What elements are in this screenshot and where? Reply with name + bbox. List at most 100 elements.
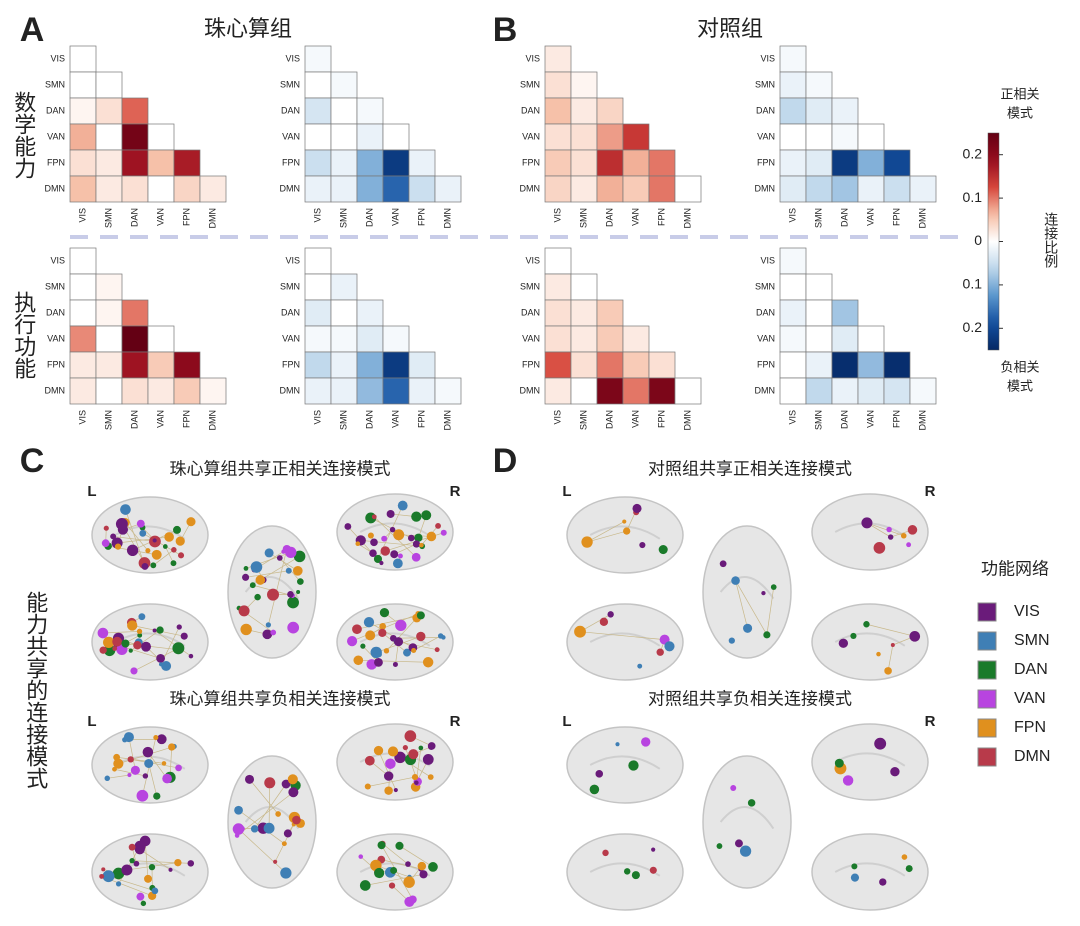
heatmap-cell [147,325,175,353]
brain-node [658,544,668,555]
col-label: DMN [207,410,217,431]
heatmap-cell [596,299,624,327]
row-label: FPN [522,359,540,369]
row-label: SMN [520,281,540,291]
brain-node [156,654,165,663]
brain-node [152,538,157,543]
connection [128,737,136,771]
heatmap-cell [596,175,624,203]
connection [102,630,140,634]
connection [154,630,192,657]
heatmap-cell [544,71,572,99]
brain-node [850,873,860,882]
colorbar-tick-label: 0.1 [963,276,983,292]
brain-node [267,588,279,601]
brain-node [411,773,419,781]
brain-node [631,871,640,880]
brain-node [148,863,156,871]
col-label: DAN [604,410,614,429]
brain-node [153,735,159,741]
row-label: FPN [757,157,775,167]
heatmap-cell [330,325,358,353]
row-label: FPN [282,157,300,167]
brain [91,833,209,911]
heatmap-cell [69,175,97,203]
heatmap-cell [304,325,332,353]
brain-title: 珠心算组共享正相关连接模式 [170,459,391,478]
row-label: SMN [755,281,775,291]
brain-node [114,543,122,550]
heatmap-cell [95,299,123,327]
heatmap-cell [121,175,149,203]
heatmap-cell [570,299,598,327]
brain-fold [719,576,775,600]
heatmap-cell [648,149,676,177]
brain-node [97,627,109,639]
heatmap-cell [95,97,123,125]
heatmap-cell [544,351,572,379]
connection [260,556,300,581]
colorbar-axis-label: 连接比例 [1043,212,1059,269]
brain [811,723,929,801]
heatmap-cell [408,175,436,203]
heatmap-cell [408,377,436,405]
brain-node [408,749,419,760]
heatmap-cell [69,273,97,301]
row-label: DAN [521,307,540,317]
heatmap-cell [382,149,410,177]
brain-fold [834,862,906,877]
col-label: SMN [338,208,348,228]
col-label: VAN [155,410,165,428]
heatmap-cell [779,45,807,73]
heatmap-cell [622,377,650,405]
col-label: SMN [338,410,348,430]
brain-node [403,876,415,888]
brain-node [254,593,261,601]
heatmap-cell [883,149,911,177]
heatmap-cell [304,299,332,327]
connection [378,750,397,791]
brain-node [133,860,140,867]
heatmap-cell [356,351,384,379]
brain-node [599,617,609,627]
heatmap-cell [95,377,123,405]
brain-node [292,815,301,825]
brain-node [421,510,432,521]
heatmap-cell [570,325,598,353]
heatmap-cell [330,175,358,203]
brain-node [440,529,447,536]
row-label: VIS [525,53,540,63]
hemisphere-label: R [450,483,461,500]
legend-label: VIS [1014,603,1040,620]
heatmap-cell [95,351,123,379]
brain-node [574,625,586,638]
connection [116,756,165,764]
heatmap-cell [570,97,598,125]
heatmap-cell [622,175,650,203]
heatmap-cell [648,377,676,405]
col-label: VAN [630,410,640,428]
brain-node [716,843,723,849]
heatmap-cell [857,149,885,177]
brain-node [441,635,446,640]
brain-node [906,542,912,548]
heatmap-cell [330,351,358,379]
hemisphere-label: R [925,483,936,500]
brain-node [255,575,266,585]
row-label: SMN [45,281,65,291]
row-label: DMN [755,385,776,395]
brain-node [426,531,437,542]
brain-node [285,567,292,574]
brain-node [416,611,425,620]
heatmap-cell [382,325,410,353]
brain-node [168,867,173,872]
brain-node [428,862,438,872]
brain-node [370,538,378,547]
brain-node [369,549,377,557]
legend-swatch [977,631,997,651]
connection [735,580,768,636]
brain-node [411,647,417,654]
brain-node [238,605,250,617]
brain-title: 珠心算组共享负相关连接模式 [170,689,391,708]
brain-node [411,552,421,562]
